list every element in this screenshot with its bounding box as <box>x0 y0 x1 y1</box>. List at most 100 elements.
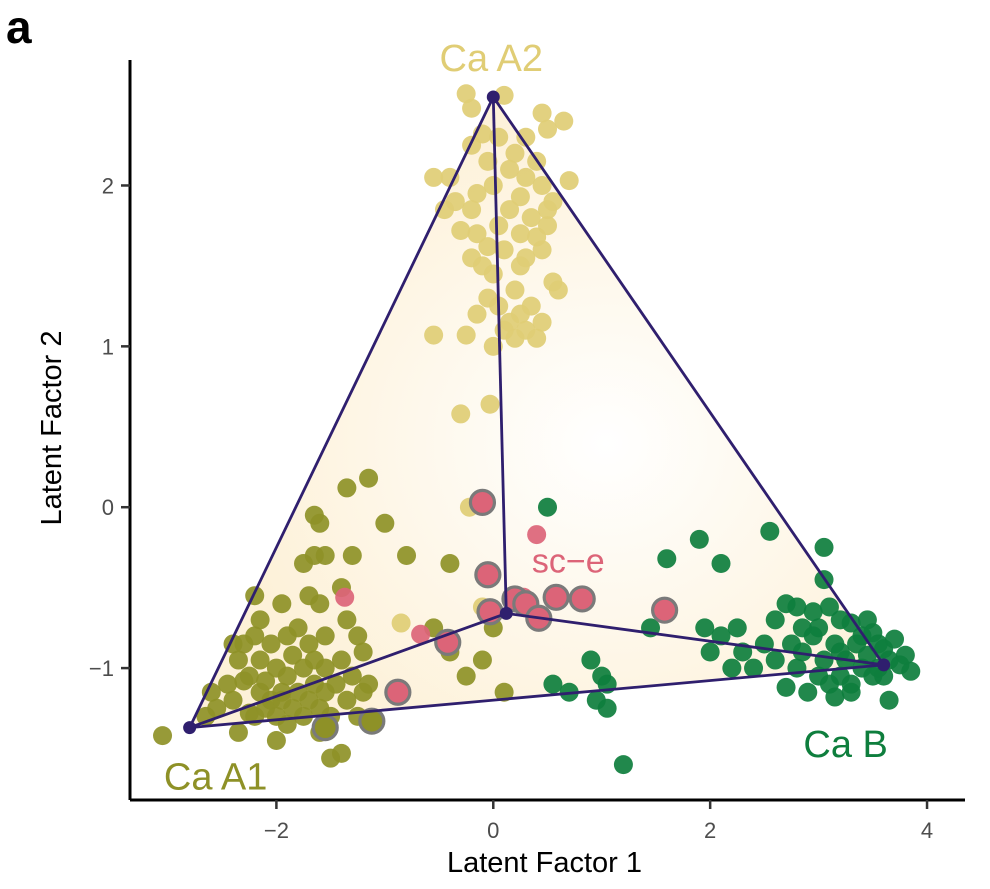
data-point <box>440 167 460 187</box>
data-point <box>542 583 570 611</box>
data-point <box>830 642 850 662</box>
data-point <box>299 634 319 654</box>
data-point <box>765 610 785 630</box>
data-point <box>841 682 861 702</box>
data-point <box>657 549 677 569</box>
data-point <box>792 618 812 638</box>
data-point <box>538 497 557 517</box>
data-point <box>494 240 514 260</box>
data-point <box>825 687 845 707</box>
data-point <box>538 119 557 139</box>
data-point <box>218 674 238 694</box>
data-point <box>781 634 801 654</box>
data-point <box>472 650 492 670</box>
data-point <box>283 645 303 665</box>
x-tick-label: 2 <box>704 818 716 843</box>
data-point <box>489 216 509 236</box>
data-point <box>510 224 530 244</box>
data-point <box>456 325 476 345</box>
simplex-vertex <box>499 606 513 620</box>
vertex-label-sc-e: sc−e <box>532 542 605 580</box>
data-point <box>521 208 541 228</box>
data-point <box>879 690 899 710</box>
data-point <box>335 587 355 607</box>
data-point <box>272 594 292 614</box>
series-sc-e-highlighted <box>384 488 679 706</box>
data-point <box>397 545 417 565</box>
data-point <box>277 666 297 686</box>
data-point <box>505 280 525 300</box>
data-point <box>874 666 894 686</box>
axes-layer: −2 0 2 4 −1 0 1 2 Latent Factor 1 Latent Factor 2 <box>36 60 965 879</box>
simplex-vertex <box>183 721 197 735</box>
data-point <box>326 674 346 694</box>
data-point <box>559 171 579 191</box>
data-point <box>353 642 373 662</box>
data-point <box>651 596 679 624</box>
vertex-labels-layer: Ca A1 Ca A2 Ca B sc−e <box>164 38 888 799</box>
data-point <box>266 730 286 750</box>
y-tick-label: 1 <box>102 334 114 359</box>
simplex-edge <box>492 96 885 666</box>
x-axis-title: Latent Factor 1 <box>447 847 642 879</box>
data-point <box>480 394 500 414</box>
data-point <box>760 521 780 541</box>
data-point <box>261 634 281 654</box>
data-point <box>695 618 715 638</box>
data-point <box>613 755 633 775</box>
data-point <box>500 200 520 220</box>
series-ca-a2 <box>391 84 579 633</box>
x-tick-label: 0 <box>487 818 499 843</box>
simplex-edge <box>189 663 884 730</box>
data-point <box>548 280 568 300</box>
data-point <box>516 127 536 147</box>
data-point <box>765 650 785 670</box>
data-point <box>456 84 476 104</box>
vertex-label-ca-a1: Ca A1 <box>164 757 268 799</box>
data-point <box>234 671 254 691</box>
data-point <box>384 678 412 706</box>
data-point <box>456 666 476 686</box>
data-point <box>483 336 503 356</box>
data-point <box>901 661 921 681</box>
data-point <box>462 200 482 220</box>
data-point <box>478 151 498 171</box>
data-point <box>532 312 552 332</box>
vertex-label-ca-a2: Ca A2 <box>440 38 544 80</box>
data-point <box>424 167 444 187</box>
x-tick-label: 4 <box>921 818 933 843</box>
data-point <box>331 743 351 763</box>
data-point <box>315 626 335 646</box>
data-point <box>516 167 536 187</box>
data-point <box>304 505 324 525</box>
data-point <box>554 111 574 131</box>
data-point <box>331 650 351 670</box>
data-point <box>311 714 339 742</box>
data-point <box>798 682 818 702</box>
data-point <box>375 513 395 533</box>
y-axis-title: Latent Factor 2 <box>36 330 68 525</box>
data-point <box>895 645 915 665</box>
data-point <box>474 561 502 589</box>
simplex-fill <box>189 97 884 728</box>
simplex-vertex <box>877 658 891 672</box>
data-point <box>434 200 454 220</box>
data-point <box>201 682 221 702</box>
data-point <box>228 650 248 670</box>
data-point <box>538 200 557 220</box>
data-point <box>809 618 829 638</box>
series-ca-b <box>538 497 921 775</box>
data-point <box>510 187 530 207</box>
data-point <box>814 537 834 557</box>
data-point <box>532 175 552 195</box>
simplex-edge <box>506 612 884 667</box>
data-point <box>451 404 471 424</box>
data-point <box>315 545 335 565</box>
data-point <box>310 594 330 614</box>
data-point <box>358 707 386 735</box>
data-point <box>722 658 742 678</box>
data-point <box>494 682 514 702</box>
data-point <box>727 618 747 638</box>
data-point <box>483 175 503 195</box>
y-tick-label: 2 <box>102 173 114 198</box>
